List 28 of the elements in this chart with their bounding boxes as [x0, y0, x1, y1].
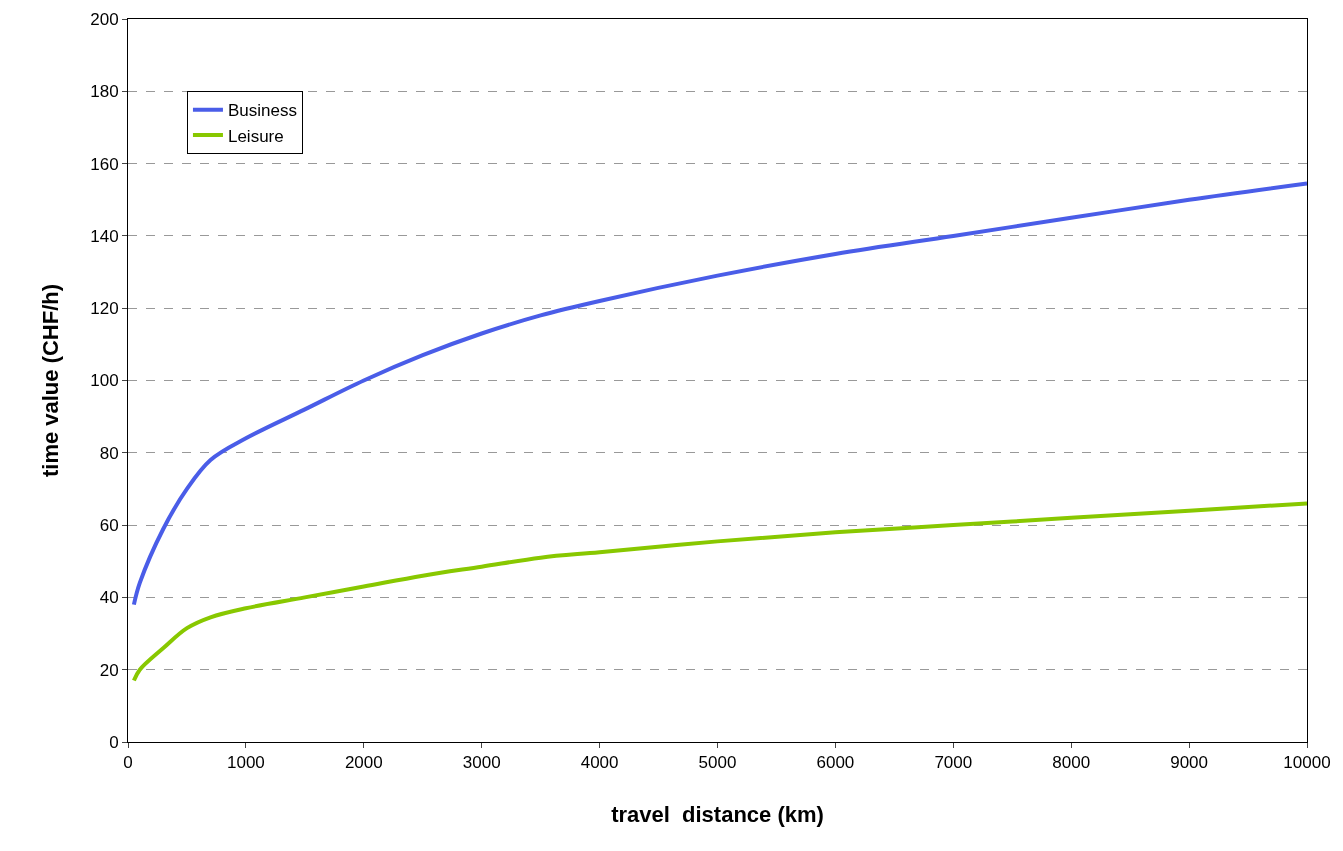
line-series: [131, 501, 1307, 683]
x-tick-label: 9000: [1170, 753, 1209, 773]
y-tick-label: 180: [90, 82, 119, 102]
y-tick-label: 100: [90, 371, 119, 391]
x-tick-label: 1000: [226, 753, 265, 773]
x-tick-label: 6000: [816, 753, 855, 773]
x-tick-label: 4000: [580, 753, 619, 773]
y-tick-label: 160: [90, 154, 119, 174]
y-tick-label: 20: [99, 660, 119, 680]
x-tick-label: 0: [123, 753, 133, 773]
y-tick-label: 60: [99, 516, 119, 536]
line-series: [131, 181, 1307, 607]
y-axis-title: time value (CHF/h): [38, 283, 64, 478]
x-tick-label: 2000: [344, 753, 383, 773]
y-tick-label: 200: [90, 9, 119, 29]
x-tick-label: 8000: [1052, 753, 1091, 773]
y-tick-label: 0: [109, 732, 119, 752]
x-axis-title: travel distance (km): [611, 802, 824, 828]
x-tick-label: 3000: [462, 753, 501, 773]
x-tick-label: 5000: [698, 753, 737, 773]
x-tick-label: 10000: [1283, 753, 1331, 773]
y-tick-label: 140: [90, 226, 119, 246]
x-tick-label: 7000: [934, 753, 973, 773]
y-tick-label: 80: [99, 443, 119, 463]
y-tick-label: 120: [90, 299, 119, 319]
legend-label: Business: [227, 101, 297, 121]
legend-label: Leisure: [227, 126, 284, 146]
y-tick-label: 40: [99, 588, 119, 608]
